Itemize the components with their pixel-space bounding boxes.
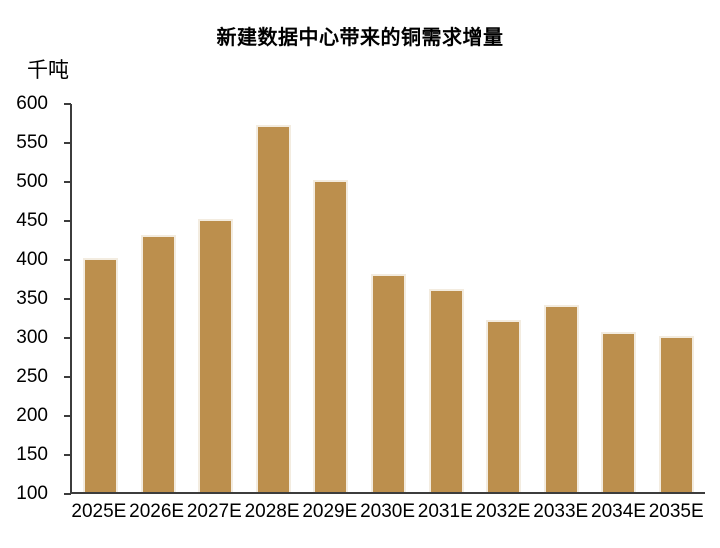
- x-tick-label: 2032E: [475, 501, 531, 522]
- bar-slot-2027E: [187, 104, 245, 492]
- plot-area: 600 550 500 450 400 350 300 250 200 150 100: [16, 93, 705, 504]
- y-tick-label: 300: [16, 327, 48, 348]
- bar-2028E: [255, 125, 291, 492]
- y-tick-mark: [64, 142, 71, 144]
- y-tick-label: 200: [16, 405, 48, 426]
- bar-2026E: [140, 234, 176, 492]
- bar-slot-2030E: [360, 104, 418, 492]
- bar-slot-2034E: [590, 104, 648, 492]
- x-tick-label: 2025E: [71, 501, 127, 522]
- x-tick-label: 2031E: [417, 501, 473, 522]
- y-tick-label: 250: [16, 366, 48, 387]
- y-tick-mark: [64, 415, 71, 417]
- bar-slot-2025E: [72, 104, 130, 492]
- bar-2027E: [198, 219, 234, 492]
- y-tick-mark: [64, 220, 71, 222]
- bar-slot-2035E: [647, 104, 705, 492]
- y-tick-label: 150: [16, 444, 48, 465]
- x-tick-label: 2034E: [591, 501, 646, 522]
- x-tick-label: 2035E: [648, 501, 704, 522]
- bar-slot-2029E: [302, 104, 360, 492]
- x-tick-label: 2029E: [302, 501, 358, 522]
- x-tick-label: 2026E: [129, 501, 185, 522]
- y-tick-mark: [64, 376, 71, 378]
- x-tick-label: 2028E: [244, 501, 300, 522]
- bar-slot-2032E: [475, 104, 533, 492]
- y-tick-mark: [64, 259, 71, 261]
- y-tick-label: 400: [16, 249, 48, 270]
- y-tick-mark: [64, 337, 71, 339]
- y-tick-label: 450: [16, 210, 48, 231]
- x-axis-labels: 2025E 2026E 2027E 2028E 2029E 2030E 2031E 2032E…: [70, 500, 705, 524]
- bar-2030E: [371, 273, 406, 492]
- y-tick-label: 550: [16, 132, 48, 153]
- x-tick-label: 2033E: [533, 501, 589, 522]
- bar-2029E: [313, 180, 349, 492]
- y-tick-mark: [64, 103, 71, 105]
- y-tick-label: 500: [16, 171, 48, 192]
- x-tick-label: 2027E: [186, 501, 242, 522]
- bar-2033E: [543, 304, 579, 492]
- bar-2035E: [658, 336, 694, 492]
- x-tick-label: 2030E: [360, 501, 416, 522]
- bar-series: [72, 104, 705, 492]
- bar-2025E: [83, 258, 119, 492]
- bar-2031E: [428, 289, 464, 492]
- y-tick-label: 350: [16, 288, 48, 309]
- y-axis-unit-label: 千吨: [27, 59, 69, 82]
- y-tick-mark: [64, 454, 71, 456]
- bar-slot-2031E: [417, 104, 475, 492]
- bar-slot-2026E: [130, 104, 188, 492]
- y-tick-mark: [64, 493, 71, 495]
- y-tick-label: 100: [16, 483, 48, 504]
- bar-slot-2028E: [245, 104, 303, 492]
- bar-2032E: [486, 320, 522, 492]
- bar-slot-2033E: [532, 104, 590, 492]
- y-tick-mark: [64, 181, 71, 183]
- bar-2034E: [601, 332, 637, 492]
- y-tick-mark: [64, 298, 71, 300]
- chart-title: 新建数据中心带来的铜需求增量: [216, 27, 504, 49]
- y-tick-label: 600: [16, 93, 48, 114]
